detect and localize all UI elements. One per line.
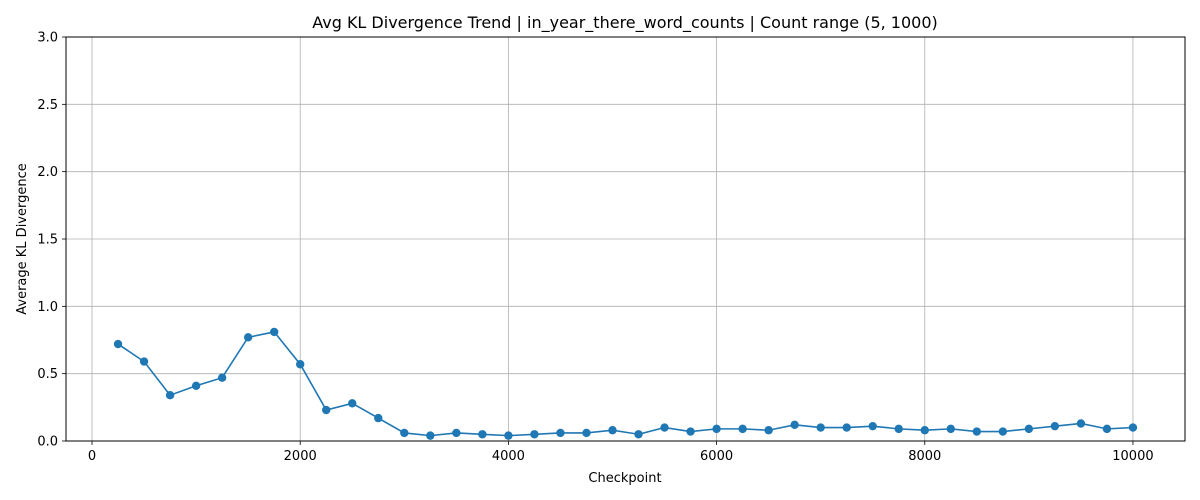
data-point: [1050, 421, 1060, 431]
data-point: [191, 381, 201, 390]
x-tick-label: 2000: [284, 449, 317, 464]
x-tick-label: 8000: [908, 449, 941, 464]
data-point: [894, 424, 903, 434]
y-tick-label: 0.0: [37, 435, 58, 450]
grid-lines: [66, 36, 1185, 442]
x-axis-label: Checkpoint: [588, 471, 661, 486]
data-point: [1076, 419, 1086, 428]
data-point: [374, 413, 383, 423]
series-layer: [113, 327, 1138, 440]
data-point: [269, 327, 279, 337]
data-point: [972, 427, 982, 436]
data-point: [400, 428, 409, 438]
data-point: [1102, 424, 1112, 434]
data-point: [113, 339, 123, 349]
data-point: [686, 427, 695, 436]
data-point: [712, 424, 721, 434]
x-tick-label: 0: [88, 449, 96, 464]
data-point: [998, 427, 1008, 436]
data-point: [426, 431, 435, 440]
data-point: [868, 421, 877, 431]
data-point: [764, 426, 773, 435]
data-point: [243, 333, 253, 342]
x-tick-label: 10000: [1112, 449, 1153, 464]
data-point: [452, 428, 461, 438]
y-axis-label: Average KL Divergence: [15, 163, 30, 314]
data-point: [634, 430, 643, 439]
data-point: [556, 428, 565, 438]
data-point: [582, 428, 591, 438]
data-point: [348, 399, 357, 408]
chart-title: Avg KL Divergence Trend | in_year_there_…: [312, 13, 938, 33]
y-tick-label: 1.0: [37, 300, 58, 315]
data-point: [738, 424, 747, 434]
x-tick-label: 4000: [492, 449, 525, 464]
data-point: [322, 405, 331, 415]
data-point: [139, 357, 149, 366]
x-axis: 0 2000 4000 6000 8000 10000: [88, 441, 1154, 464]
data-point: [660, 423, 669, 432]
data-point: [816, 423, 825, 432]
data-point: [165, 391, 175, 400]
data-point: [478, 430, 487, 439]
data-point: [608, 426, 617, 435]
y-tick-label: 3.0: [37, 31, 58, 46]
data-point: [217, 373, 227, 382]
data-point: [790, 420, 799, 430]
data-point: [842, 423, 851, 432]
data-point: [1128, 423, 1138, 432]
y-tick-label: 0.5: [37, 367, 58, 382]
data-point: [946, 424, 955, 434]
y-tick-label: 2.0: [37, 165, 58, 180]
data-point: [504, 431, 513, 440]
x-tick-label: 6000: [700, 449, 733, 464]
series-line: [117, 331, 1133, 437]
data-point: [296, 360, 305, 369]
data-point: [1024, 424, 1034, 434]
y-tick-label: 2.5: [37, 98, 58, 113]
y-tick-label: 1.5: [37, 233, 58, 248]
data-point: [920, 426, 929, 435]
y-axis: 0.0 0.5 1.0 1.5 2.0 2.5 3.0: [37, 31, 66, 450]
data-point: [530, 430, 539, 439]
